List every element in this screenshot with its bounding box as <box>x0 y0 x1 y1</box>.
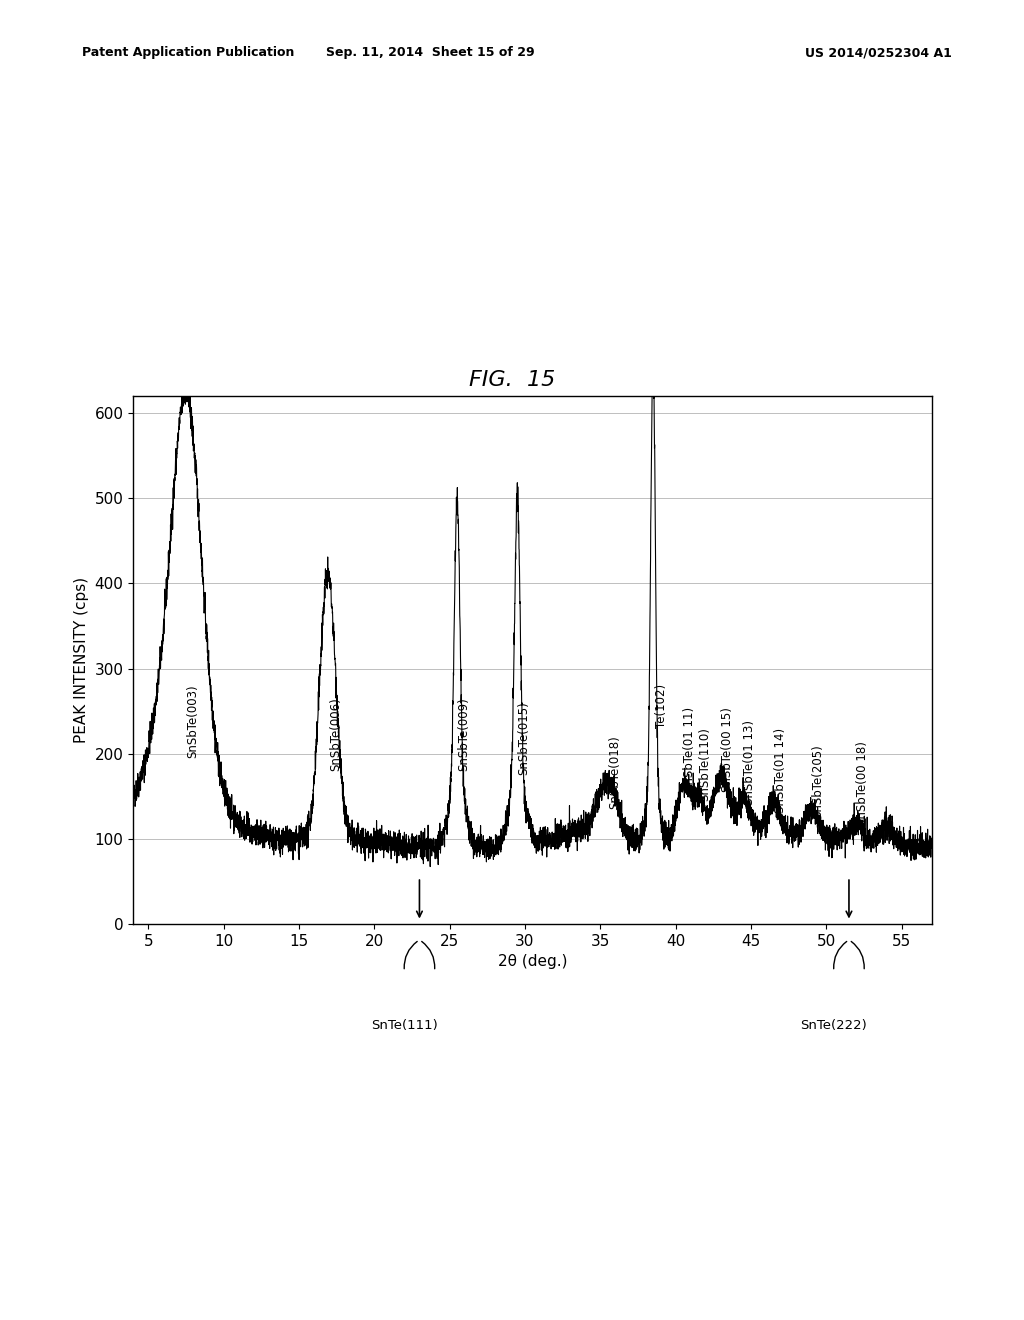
Text: SnSbTe(01 11): SnSbTe(01 11) <box>683 708 696 792</box>
Text: FIG.  15: FIG. 15 <box>469 370 555 389</box>
Text: SnSbTe(015): SnSbTe(015) <box>517 701 530 775</box>
Text: SnSbTe(006): SnSbTe(006) <box>329 697 342 771</box>
Text: Patent Application Publication: Patent Application Publication <box>82 46 294 59</box>
Text: SnSbTe(01 13): SnSbTe(01 13) <box>743 719 757 805</box>
Text: SnSbTe(110): SnSbTe(110) <box>698 726 712 800</box>
X-axis label: 2θ (deg.): 2θ (deg.) <box>498 954 567 969</box>
Text: SnSbTe(018): SnSbTe(018) <box>608 735 621 809</box>
Text: SnTe(111): SnTe(111) <box>371 1019 437 1032</box>
Text: US 2014/0252304 A1: US 2014/0252304 A1 <box>806 46 952 59</box>
Text: SnSbTe(205): SnSbTe(205) <box>811 743 824 817</box>
Text: SnSbTe(00 15): SnSbTe(00 15) <box>721 708 734 792</box>
Text: SnSbTe(009): SnSbTe(009) <box>457 697 470 771</box>
Text: SnTe(222): SnTe(222) <box>801 1019 867 1032</box>
Y-axis label: PEAK INTENSITY (cps): PEAK INTENSITY (cps) <box>74 577 89 743</box>
Text: Te(102): Te(102) <box>654 684 668 729</box>
Text: Sep. 11, 2014  Sheet 15 of 29: Sep. 11, 2014 Sheet 15 of 29 <box>326 46 535 59</box>
Text: SnSbTe(00 18): SnSbTe(00 18) <box>856 742 869 826</box>
Text: SnSbTe(01 14): SnSbTe(01 14) <box>773 729 786 813</box>
Text: SnSbTe(003): SnSbTe(003) <box>186 684 199 758</box>
